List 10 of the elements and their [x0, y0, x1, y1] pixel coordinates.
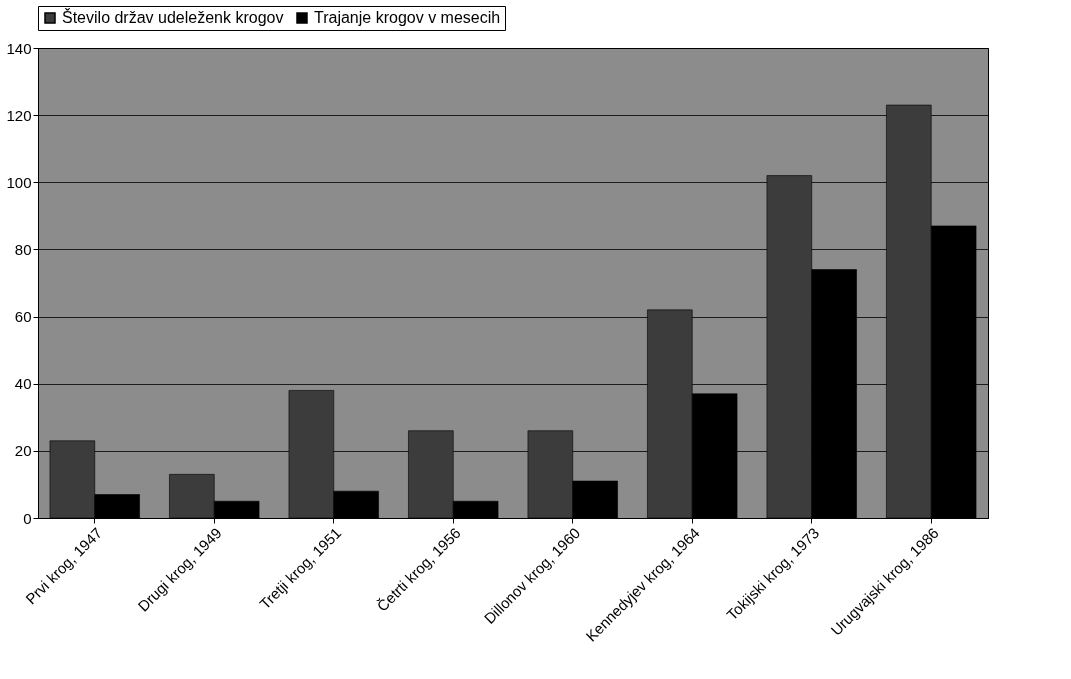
y-tick-label: 40 [14, 375, 32, 393]
y-tick-label: 0 [23, 509, 32, 527]
y-tick-label: 20 [14, 442, 32, 460]
legend-label: Trajanje krogov v mesecih [314, 9, 501, 26]
y-tick-label: 120 [6, 106, 32, 124]
y-tick-label: 100 [6, 173, 32, 191]
y-tick-label: 80 [14, 240, 32, 258]
y-tick-label: 140 [6, 39, 32, 57]
legend-label: Število držav udeleženk krogov [62, 8, 284, 26]
y-tick-label: 60 [14, 308, 32, 326]
